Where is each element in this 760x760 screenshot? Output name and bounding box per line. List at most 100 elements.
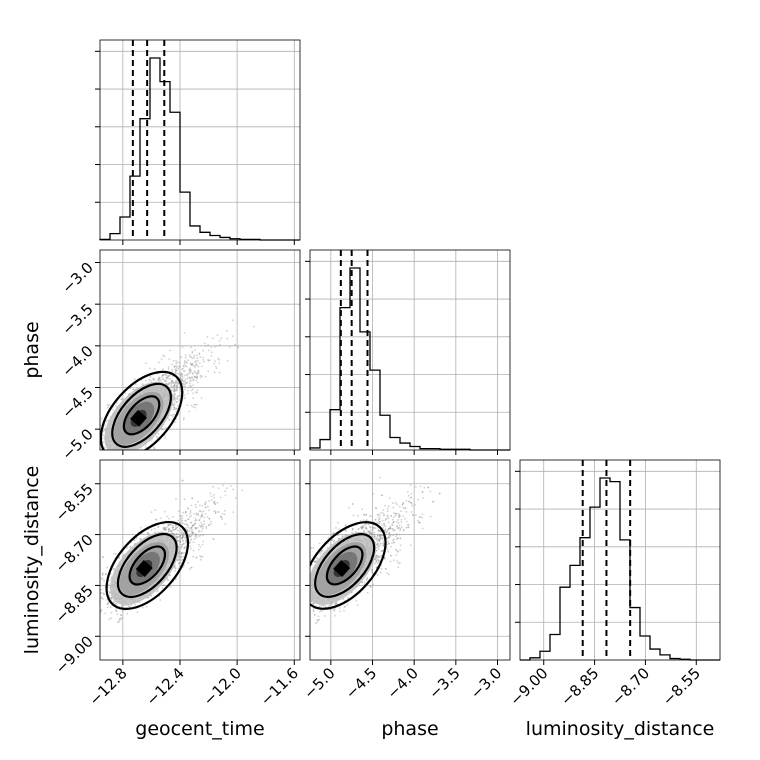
scatter-point: [185, 365, 188, 368]
scatter-point: [166, 578, 169, 581]
scatter-point: [174, 421, 177, 424]
scatter-point: [171, 526, 174, 529]
scatter-point: [175, 498, 177, 501]
scatter-point: [170, 386, 172, 389]
scatter-point: [116, 613, 119, 616]
scatter-point: [97, 443, 99, 445]
scatter-point: [185, 382, 188, 384]
scatter-point: [183, 536, 186, 539]
scatter-point: [164, 526, 167, 529]
scatter-point: [220, 337, 223, 340]
scatter-point: [195, 527, 198, 530]
scatter-point: [186, 362, 188, 364]
scatter-point: [167, 523, 170, 526]
scatter-point: [102, 441, 105, 443]
scatter-point: [195, 506, 197, 508]
scatter-point: [160, 376, 163, 379]
scatter-point: [174, 567, 177, 569]
scatter-point: [100, 609, 103, 611]
scatter-point: [185, 361, 188, 363]
scatter-point: [181, 515, 184, 517]
scatter-point: [213, 371, 216, 374]
scatter-point: [98, 467, 100, 469]
scatter-point: [172, 385, 175, 387]
scatter-point: [192, 397, 195, 400]
scatter-point: [163, 528, 166, 531]
scatter-point: [226, 337, 229, 340]
scatter-point: [195, 534, 198, 536]
scatter-point: [175, 533, 178, 536]
scatter-point: [172, 533, 175, 535]
scatter-point: [232, 511, 235, 513]
scatter-point: [183, 361, 186, 364]
scatter-point: [191, 376, 193, 378]
scatter-point: [129, 606, 132, 608]
scatter-point: [378, 540, 381, 542]
scatter-point: [169, 349, 172, 352]
scatter-point: [192, 524, 194, 527]
scatter-point: [194, 522, 196, 525]
scatter-point: [164, 436, 167, 439]
scatter-point: [201, 530, 203, 533]
scatter-point: [190, 547, 192, 550]
scatter-point: [179, 536, 182, 539]
scatter-point: [170, 530, 172, 532]
scatter-point: [303, 581, 305, 583]
scatter-point: [200, 558, 202, 561]
scatter-point: [154, 509, 157, 512]
scatter-point: [133, 539, 136, 542]
scatter-point: [224, 494, 227, 497]
scatter-point: [163, 380, 166, 382]
scatter-point: [108, 455, 110, 457]
scatter-point: [159, 517, 162, 520]
scatter-point: [109, 456, 111, 458]
scatter-point: [97, 475, 99, 477]
scatter-point: [167, 368, 170, 370]
scatter-point: [196, 359, 199, 362]
scatter-point: [180, 378, 183, 380]
scatter-point: [173, 388, 176, 391]
scatter-point: [357, 528, 360, 530]
scatter-point: [394, 512, 397, 515]
scatter-point: [197, 530, 200, 533]
scatter-point: [87, 448, 89, 450]
scatter-point: [195, 556, 198, 559]
scatter-point: [108, 579, 110, 582]
scatter-point: [169, 374, 172, 376]
scatter-point: [219, 515, 222, 518]
scatter-point: [188, 386, 190, 389]
scatter-point: [98, 472, 100, 474]
scatter-point: [179, 541, 181, 543]
scatter-point: [192, 384, 195, 387]
scatter-point: [57, 487, 59, 489]
scatter-point: [181, 543, 184, 546]
scatter-point: [374, 518, 377, 521]
scatter-point: [204, 375, 207, 378]
scatter-point: [194, 535, 197, 537]
scatter-point: [180, 356, 183, 359]
scatter-point: [200, 555, 202, 558]
scatter-point: [188, 516, 191, 518]
scatter-point: [104, 457, 106, 459]
scatter-point: [174, 390, 176, 393]
scatter-point: [184, 385, 187, 388]
scatter-point: [182, 555, 185, 558]
frame-geocent_time-phase: [99, 249, 301, 451]
scatter-point: [184, 519, 187, 522]
scatter-point: [120, 614, 122, 616]
scatter-point: [117, 457, 119, 459]
scatter-point: [202, 510, 205, 512]
scatter-point: [101, 572, 104, 575]
scatter-point: [139, 526, 142, 529]
scatter-point: [179, 515, 182, 517]
scatter-point: [182, 565, 185, 568]
scatter-point: [93, 456, 95, 458]
scatter-point: [162, 377, 165, 380]
scatter-point: [176, 559, 179, 562]
scatter-point: [396, 550, 399, 553]
scatter-point: [95, 440, 97, 442]
scatter-point: [181, 537, 184, 539]
scatter-point: [149, 367, 151, 370]
scatter-point: [172, 524, 174, 527]
scatter-point: [179, 522, 182, 524]
